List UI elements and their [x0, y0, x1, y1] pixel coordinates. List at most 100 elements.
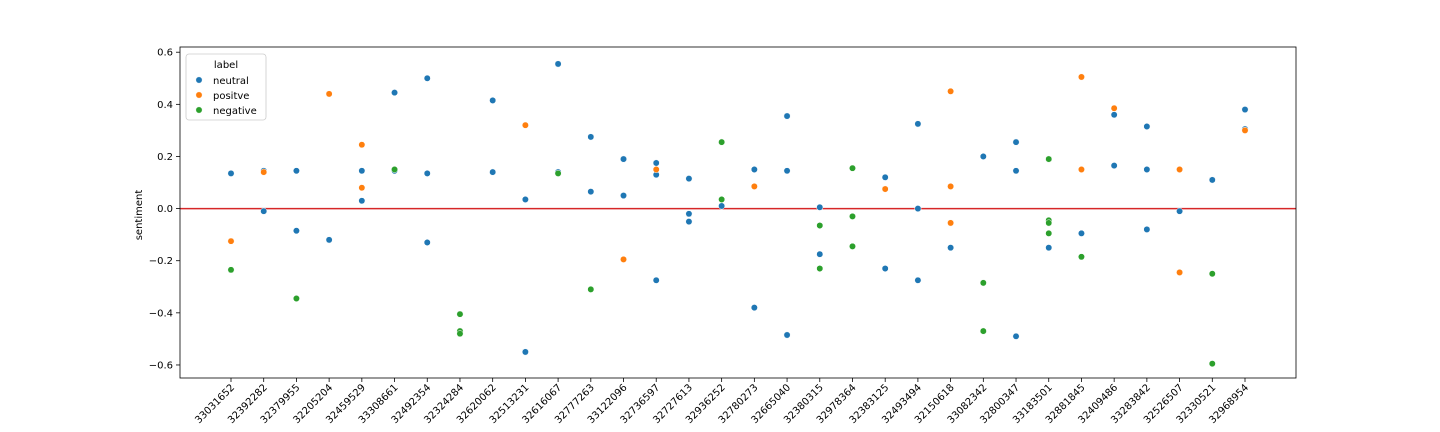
y-tick-label: 0.4 — [157, 100, 173, 111]
data-point-neutral — [914, 120, 922, 128]
axes-frame — [179, 46, 1297, 379]
y-axis-label: sentiment — [134, 190, 145, 241]
data-point-neutral — [816, 250, 824, 258]
data-point-negative — [227, 266, 235, 274]
data-point-neutral — [1078, 229, 1085, 237]
data-point-positve — [750, 182, 758, 190]
data-point-neutral — [1143, 225, 1151, 233]
data-point-negative — [554, 169, 562, 177]
data-point-neutral — [685, 218, 693, 226]
data-points — [227, 60, 1249, 368]
data-point-neutral — [881, 265, 889, 272]
data-point-neutral — [1241, 106, 1249, 114]
data-point-neutral — [783, 112, 791, 120]
data-point-neutral — [1012, 138, 1020, 146]
data-point-positve — [358, 184, 366, 192]
plot-background — [180, 47, 1296, 378]
legend-box — [185, 53, 267, 121]
legend-label-negative: negative — [213, 106, 257, 117]
data-point-neutral — [718, 202, 726, 210]
data-point-neutral — [620, 155, 627, 163]
data-point-neutral — [423, 74, 431, 82]
data-point-neutral — [1176, 207, 1184, 215]
data-point-negative — [849, 242, 856, 250]
data-point-positve — [652, 166, 660, 173]
y-tick-label: 0.6 — [157, 48, 173, 59]
legend: label neutral positve negative — [185, 53, 267, 121]
data-point-neutral — [816, 203, 824, 211]
data-point-neutral — [489, 96, 497, 104]
data-point-neutral — [1110, 111, 1118, 119]
data-point-positve — [1241, 126, 1249, 134]
data-point-neutral — [521, 196, 529, 203]
data-point-negative — [816, 222, 824, 229]
data-point-neutral — [914, 276, 922, 284]
data-point-positve — [325, 90, 333, 98]
data-point-positve — [1078, 166, 1085, 173]
data-point-neutral — [489, 168, 497, 176]
data-point-neutral — [750, 304, 758, 312]
data-point-negative — [456, 310, 464, 318]
data-point-negative — [587, 285, 595, 293]
data-point-neutral — [358, 167, 366, 175]
data-point-neutral — [423, 239, 431, 246]
data-point-neutral — [1143, 123, 1151, 130]
data-point-negative — [1045, 155, 1053, 163]
data-point-negative — [849, 164, 856, 172]
data-point-positve — [620, 255, 627, 263]
y-tick-label: 0.2 — [157, 152, 173, 163]
data-point-positve — [881, 185, 889, 193]
legend-label-positve: positve — [213, 91, 249, 102]
data-point-neutral — [979, 153, 987, 160]
plot-area — [180, 47, 1296, 378]
data-point-negative — [979, 279, 987, 287]
data-point-neutral — [292, 227, 300, 235]
data-point-neutral — [292, 167, 300, 175]
data-point-positve — [227, 237, 235, 245]
data-point-neutral — [1110, 162, 1118, 170]
data-point-neutral — [587, 188, 595, 196]
data-point-negative — [718, 196, 726, 203]
data-point-neutral — [685, 175, 693, 183]
data-point-negative — [718, 138, 726, 146]
data-point-neutral — [260, 207, 268, 215]
data-point-neutral — [783, 167, 791, 175]
data-point-neutral — [783, 331, 791, 339]
data-point-neutral — [652, 276, 660, 284]
data-point-neutral — [947, 244, 955, 252]
axes-border — [179, 46, 1297, 379]
data-point-negative — [292, 295, 300, 302]
legend-marker-positve — [195, 91, 203, 99]
data-point-neutral — [587, 133, 595, 141]
data-point-positve — [1078, 73, 1085, 81]
data-point-neutral — [358, 197, 366, 205]
data-point-neutral — [620, 192, 627, 200]
y-tick-label: −0.4 — [149, 308, 173, 319]
data-point-positve — [947, 182, 955, 190]
data-point-neutral — [914, 205, 922, 213]
legend-marker-neutral — [195, 76, 203, 84]
data-point-neutral — [881, 173, 889, 181]
data-point-neutral — [750, 166, 758, 173]
x-axis: 3303165232392282323799553220520432459529… — [193, 378, 1251, 426]
data-point-neutral — [554, 60, 562, 68]
data-point-positve — [1176, 166, 1184, 173]
data-point-positve — [947, 87, 955, 95]
data-point-neutral — [1143, 166, 1151, 173]
data-point-neutral — [1045, 244, 1053, 252]
data-point-negative — [849, 212, 856, 220]
data-point-positve — [1110, 104, 1118, 112]
data-point-neutral — [423, 169, 431, 177]
data-point-neutral — [1208, 176, 1216, 184]
data-point-negative — [1208, 360, 1216, 368]
data-point-negative — [1078, 253, 1085, 261]
data-point-neutral — [391, 89, 398, 97]
data-point-neutral — [325, 236, 333, 244]
data-point-negative — [1045, 229, 1053, 237]
data-point-neutral — [1012, 167, 1020, 175]
data-point-negative — [1045, 219, 1053, 227]
data-point-positve — [1176, 268, 1184, 276]
data-point-negative — [1208, 270, 1216, 278]
y-tick-label: 0.0 — [157, 204, 173, 215]
y-tick-label: −0.6 — [149, 360, 173, 371]
